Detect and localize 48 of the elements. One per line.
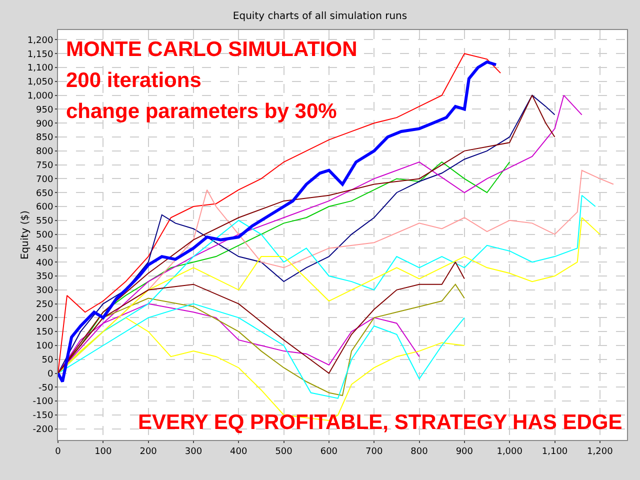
y-tick-label: -100 (32, 397, 54, 408)
x-tick-label: 300 (184, 446, 202, 457)
y-tick-label: 900 (36, 119, 54, 130)
x-tick-label: 1,200 (587, 446, 614, 457)
y-tick-label: 300 (36, 286, 54, 296)
x-tick-label: 900 (456, 446, 474, 457)
y-tick-label: -150 (32, 411, 54, 422)
y-tick-label: 450 (36, 244, 54, 254)
y-tick-label: -50 (38, 383, 54, 394)
y-tick-label: -200 (32, 425, 54, 436)
x-tick-label: 800 (410, 446, 428, 457)
y-tick-label: 250 (36, 300, 54, 310)
chart-title: Equity charts of all simulation runs (232, 11, 408, 22)
x-tick-label: 400 (230, 446, 248, 457)
y-tick-label: 1,200 (27, 36, 54, 46)
y-tick-label: 1,000 (27, 91, 54, 102)
y-tick-label: 100 (36, 342, 54, 352)
y-tick-label: 550 (36, 216, 54, 227)
y-tick-label: 950 (36, 105, 54, 116)
y-tick-label: 200 (36, 314, 54, 324)
y-tick-label: 150 (36, 328, 54, 338)
x-tick-label: 700 (366, 446, 383, 457)
annotation: EVERY EQ PROFITABLE, STRATEGY HAS EDGE (138, 411, 622, 434)
x-tick-label: 100 (94, 446, 112, 457)
y-tick-label: 1,050 (27, 78, 54, 88)
y-tick-label: 50 (42, 356, 54, 366)
y-tick-label: 400 (36, 258, 54, 268)
x-tick-label: 1,100 (542, 446, 568, 457)
y-tick-label: 0 (47, 369, 54, 380)
annotation: MONTE CARLO SIMULATION (66, 38, 358, 61)
x-tick-label: 600 (320, 446, 338, 457)
x-tick-label: 0 (55, 446, 62, 457)
y-tick-label: 1,150 (27, 50, 54, 60)
y-tick-label: 500 (36, 230, 54, 240)
annotation: change parameters by 30% (66, 100, 338, 123)
x-tick-label: 1,000 (496, 446, 523, 457)
y-tick-label: 800 (36, 147, 54, 158)
x-tick-label: 200 (140, 446, 158, 457)
y-tick-label: 850 (36, 133, 54, 144)
y-axis-title: Equity ($) (20, 210, 31, 260)
annotation: 200 iterations (66, 69, 202, 92)
y-tick-label: 600 (36, 202, 54, 213)
y-tick-label: 650 (36, 188, 54, 199)
y-tick-label: 350 (36, 272, 54, 282)
y-tick-label: 700 (36, 174, 54, 185)
y-tick-label: 1,100 (27, 64, 54, 74)
x-tick-label: 500 (275, 446, 293, 457)
y-tick-label: 750 (36, 160, 54, 171)
